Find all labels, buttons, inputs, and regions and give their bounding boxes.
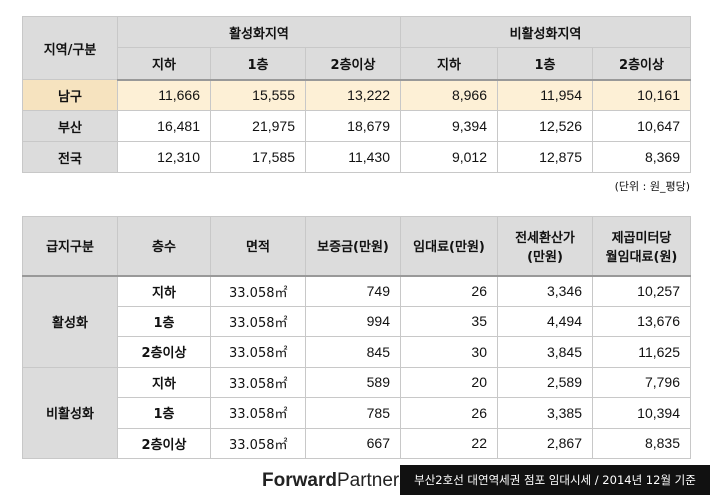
data-row: 비활성화 지하 33.058㎡ 589 20 2,589 7,796 xyxy=(22,366,691,459)
cell: 8,966 xyxy=(400,79,498,111)
row-label: 전국 xyxy=(22,141,118,173)
sub-header: 1층 xyxy=(497,47,593,81)
cell: 10,647 xyxy=(592,110,691,142)
cell: 589 xyxy=(305,366,401,398)
cell: 16,481 xyxy=(117,110,211,142)
cell: 18,679 xyxy=(305,110,401,142)
cell: 10,257 xyxy=(592,275,691,307)
sub-header: 2층이상 xyxy=(305,47,401,81)
cell: 12,310 xyxy=(117,141,211,173)
header-row: 급지구분 층수 면적 보증금(만원) 임대료(만원) 전세환산가 (만원) 제곱미터당 월임… xyxy=(22,216,691,277)
header-row: 지하 1층 2층이상 지하 1층 2층이상 xyxy=(23,47,691,81)
cell: 2,867 xyxy=(497,427,593,459)
area: 33.058㎡ xyxy=(210,427,306,459)
cell: 11,954 xyxy=(497,79,593,111)
cell: 7,796 xyxy=(592,366,691,398)
cell: 2,589 xyxy=(497,366,593,398)
group-header: 활성화지역 xyxy=(117,16,401,48)
cell: 8,835 xyxy=(592,427,691,459)
cell: 667 xyxy=(305,427,401,459)
regional-table: 지역/구분 활성화지역 비활성화지역 지하 1층 2층이상 지하 1층 2층이상 남구 11,666… xyxy=(22,16,691,173)
floor: 2층이상 xyxy=(117,427,211,459)
data-row: 2층이상 33.058㎡ 667 22 2,867 8,835 xyxy=(23,427,691,459)
cell: 15,555 xyxy=(210,79,306,111)
column-header: 층수 xyxy=(117,216,211,277)
sub-header: 2층이상 xyxy=(592,47,691,81)
area: 33.058㎡ xyxy=(210,305,306,337)
corner-cell: 지역/구분 xyxy=(22,16,118,80)
logo-light: Partners xyxy=(336,470,409,491)
cell: 11,625 xyxy=(592,336,691,368)
cell: 785 xyxy=(305,397,401,429)
column-header: 임대료(만원) xyxy=(400,216,498,277)
data-row: 2층이상 33.058㎡ 845 30 3,845 11,625 xyxy=(23,336,691,368)
column-header: 제곱미터당 월임대료(원) xyxy=(592,216,691,277)
floor: 2층이상 xyxy=(117,336,211,368)
group-label: 활성화 xyxy=(22,275,118,368)
cell: 4,494 xyxy=(497,305,593,337)
cell: 10,394 xyxy=(592,397,691,429)
cell: 9,012 xyxy=(400,141,498,173)
cell: 26 xyxy=(400,275,498,307)
area: 33.058㎡ xyxy=(210,275,306,307)
floor: 1층 xyxy=(117,397,211,429)
column-header: 면적 xyxy=(210,216,306,277)
floor: 지하 xyxy=(117,366,211,398)
cell: 22 xyxy=(400,427,498,459)
cell: 30 xyxy=(400,336,498,368)
cell: 12,526 xyxy=(497,110,593,142)
rent-table: 급지구분 층수 면적 보증금(만원) 임대료(만원) 전세환산가 (만원) 제곱미터당 월임… xyxy=(22,216,691,459)
cell: 21,975 xyxy=(210,110,306,142)
floor: 1층 xyxy=(117,305,211,337)
area: 33.058㎡ xyxy=(210,336,306,368)
group-header: 비활성화지역 xyxy=(400,16,691,48)
row-label: 부산 xyxy=(22,110,118,142)
sub-header: 지하 xyxy=(400,47,498,81)
cell: 845 xyxy=(305,336,401,368)
logo-bold: Forward xyxy=(262,470,337,491)
cell: 35 xyxy=(400,305,498,337)
data-row: 활성화 지하 33.058㎡ 749 26 3,346 10,257 xyxy=(22,275,691,368)
cell: 3,845 xyxy=(497,336,593,368)
data-row: 1층 33.058㎡ 994 35 4,494 13,676 xyxy=(23,305,691,337)
sub-header: 1층 xyxy=(210,47,306,81)
cell: 11,430 xyxy=(305,141,401,173)
floor: 지하 xyxy=(117,275,211,307)
unit-note: (단위 : 원_평당) xyxy=(614,180,690,193)
cell: 994 xyxy=(305,305,401,337)
area: 33.058㎡ xyxy=(210,397,306,429)
data-row: 전국 12,310 17,585 11,430 9,012 12,875 8,369 xyxy=(22,141,691,173)
cell: 13,676 xyxy=(592,305,691,337)
area: 33.058㎡ xyxy=(210,366,306,398)
row-label: 남구 xyxy=(22,79,118,111)
cell: 11,666 xyxy=(117,79,211,111)
group-label: 비활성화 xyxy=(22,366,118,459)
column-header: 전세환산가 (만원) xyxy=(497,216,593,277)
data-row: 부산 16,481 21,975 18,679 9,394 12,526 10,647 xyxy=(22,110,691,142)
header-row: 지역/구분 활성화지역 비활성화지역 xyxy=(22,16,691,80)
cell: 13,222 xyxy=(305,79,401,111)
cell: 3,385 xyxy=(497,397,593,429)
caption: 부산2호선 대연역세권 점포 임대시세 / 2014년 12월 기준 xyxy=(400,465,710,495)
cell: 17,585 xyxy=(210,141,306,173)
cell: 3,346 xyxy=(497,275,593,307)
cell: 9,394 xyxy=(400,110,498,142)
data-row: 남구 11,666 15,555 13,222 8,966 11,954 10,161 xyxy=(22,79,691,111)
data-row: 1층 33.058㎡ 785 26 3,385 10,394 xyxy=(23,397,691,429)
sub-header: 지하 xyxy=(117,47,211,81)
cell: 26 xyxy=(400,397,498,429)
cell: 749 xyxy=(305,275,401,307)
cell: 20 xyxy=(400,366,498,398)
column-header: 급지구분 xyxy=(22,216,118,277)
cell: 8,369 xyxy=(592,141,691,173)
cell: 10,161 xyxy=(592,79,691,111)
logo: ForwardPartners xyxy=(262,470,409,492)
column-header: 보증금(만원) xyxy=(305,216,401,277)
cell: 12,875 xyxy=(497,141,593,173)
